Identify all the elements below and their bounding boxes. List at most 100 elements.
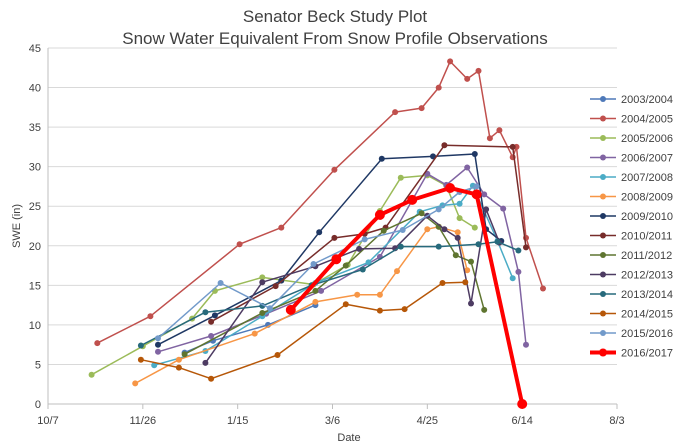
y-tick-label: 45: [29, 43, 41, 55]
data-point: [137, 356, 144, 363]
data-point: [441, 142, 448, 149]
data-point: [523, 341, 529, 348]
data-point: [462, 279, 469, 286]
data-point: [452, 252, 459, 259]
chart-subtitle: Snow Water Equivalent From Snow Profile …: [122, 29, 548, 48]
data-point: [259, 274, 266, 281]
legend-item: 2016/2017: [590, 348, 673, 360]
legend-item: 2003/2004: [590, 94, 673, 106]
legend-label: 2015/2016: [621, 328, 673, 340]
data-point: [486, 135, 493, 142]
data-point: [278, 224, 285, 231]
legend-swatch-marker: [600, 310, 606, 317]
series-line: [157, 166, 527, 353]
data-point: [316, 229, 323, 236]
data-point: [376, 307, 383, 314]
legend-label: 2009/2010: [621, 211, 673, 223]
data-point: [331, 254, 342, 265]
data-point: [435, 243, 442, 250]
data-point: [342, 301, 349, 308]
data-point: [471, 189, 482, 200]
legend-label: 2004/2005: [621, 114, 673, 126]
data-point: [394, 268, 400, 275]
series-line: [91, 174, 476, 376]
legend-swatch-marker: [600, 154, 606, 161]
data-point: [217, 280, 224, 286]
series-group: [88, 58, 546, 409]
data-point: [500, 205, 507, 212]
legend-item: 2012/2013: [590, 270, 673, 282]
data-point: [483, 206, 490, 213]
legend-swatch-marker: [600, 174, 606, 180]
y-axis-label: SWE (in): [11, 204, 23, 248]
data-point: [380, 227, 387, 234]
data-point: [361, 236, 368, 243]
data-point: [181, 351, 188, 358]
data-point: [374, 209, 385, 220]
series-2005-2006: [88, 172, 478, 378]
gridlines: [48, 47, 617, 365]
data-point: [540, 285, 546, 292]
legend-swatch-marker: [600, 115, 606, 122]
series-2014-2015: [137, 279, 469, 382]
data-point: [392, 109, 399, 116]
data-point: [132, 380, 139, 387]
data-point: [155, 335, 161, 342]
data-point: [464, 267, 471, 274]
data-point: [155, 348, 161, 355]
data-point: [473, 183, 480, 190]
data-point: [471, 151, 478, 157]
legend-item: 2011/2012: [590, 250, 672, 262]
y-tick-label: 20: [29, 241, 41, 253]
series-2015-2016: [155, 183, 480, 342]
data-point: [251, 330, 258, 337]
data-point: [515, 268, 522, 275]
data-point: [496, 127, 503, 134]
legend-swatch-marker: [600, 135, 606, 141]
data-point: [494, 238, 501, 245]
data-point: [435, 84, 442, 91]
data-point: [418, 105, 425, 112]
legend-swatch-marker: [600, 213, 606, 219]
legend-label: 2016/2017: [621, 348, 673, 360]
data-point: [151, 362, 158, 369]
data-point: [266, 305, 273, 312]
axes: 0 5 10 15 20 25 30 35 40 45 10/7 11/26 1/15 3/6 4/25 6/…: [29, 43, 625, 427]
data-point: [456, 200, 463, 207]
legend-item: 2006/2007: [590, 153, 673, 165]
data-point: [401, 306, 408, 313]
data-point: [523, 244, 529, 251]
data-point: [471, 224, 478, 231]
data-point: [454, 229, 461, 236]
y-tick-label: 5: [35, 359, 41, 371]
data-point: [439, 280, 446, 286]
data-point: [331, 234, 338, 241]
chart-title: Senator Beck Study Plot: [243, 7, 428, 26]
legend-item: 2010/2011: [590, 231, 672, 243]
data-point: [175, 356, 182, 363]
data-point: [454, 234, 461, 241]
data-point: [509, 143, 516, 150]
data-point: [312, 298, 319, 305]
data-point: [378, 155, 385, 162]
data-point: [397, 243, 404, 250]
data-point: [481, 306, 488, 313]
data-point: [456, 215, 463, 222]
legend-item: 2013/2014: [590, 289, 673, 301]
data-point: [94, 340, 101, 347]
legend-item: 2007/2008: [590, 172, 673, 184]
data-point: [407, 194, 418, 205]
data-point: [259, 310, 266, 316]
data-point: [318, 287, 325, 294]
data-point: [365, 259, 372, 266]
data-point: [441, 226, 448, 233]
series-line: [210, 144, 527, 323]
legend-label: 2007/2008: [621, 172, 673, 184]
data-point: [464, 164, 471, 171]
data-point: [481, 191, 488, 198]
data-point: [517, 399, 528, 409]
data-point: [397, 174, 404, 181]
legend-item: 2015/2016: [590, 328, 673, 340]
data-point: [259, 279, 266, 286]
